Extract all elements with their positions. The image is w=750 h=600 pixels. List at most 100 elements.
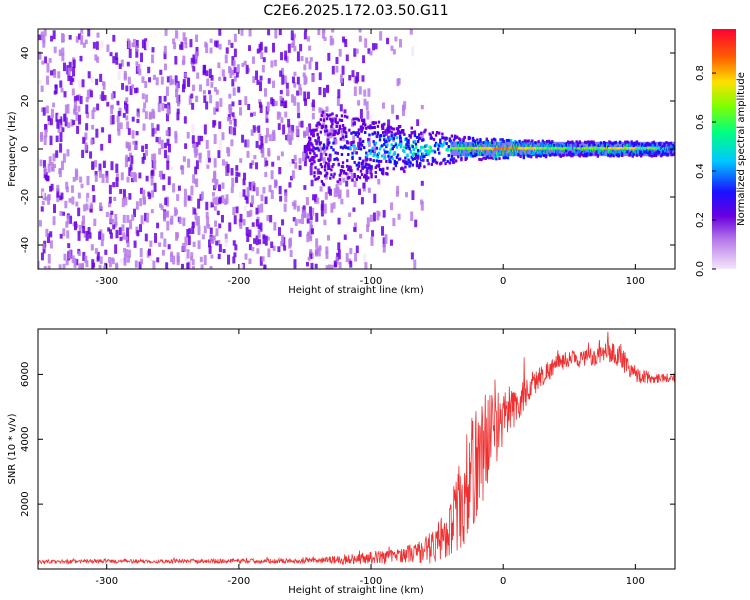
carrier-core — [459, 147, 462, 150]
noise-speck — [229, 119, 233, 125]
signal-cell — [383, 148, 386, 152]
signal-cell — [431, 131, 435, 135]
signal-cell — [434, 133, 438, 137]
signal-cell — [430, 136, 434, 140]
carrier-core — [649, 147, 651, 150]
signal-cell — [357, 164, 361, 168]
noise-speck — [83, 230, 87, 238]
noise-speck — [278, 29, 282, 36]
snr-ytick-label: 4000 — [20, 427, 31, 452]
noise-speck — [413, 259, 417, 269]
signal-cell — [339, 171, 343, 175]
signal-cell — [357, 132, 361, 136]
noise-speck — [410, 211, 414, 222]
noise-speck — [59, 116, 63, 121]
signal-cell — [325, 171, 329, 175]
noise-speck — [213, 206, 217, 211]
noise-speck — [220, 214, 224, 223]
noise-speck — [271, 99, 275, 107]
signal-cell — [398, 136, 402, 140]
noise-speck — [64, 104, 68, 114]
noise-speck — [314, 263, 318, 269]
noise-speck — [296, 205, 300, 212]
noise-speck — [255, 219, 259, 227]
signal-cell — [379, 159, 383, 163]
noise-speck — [193, 143, 197, 154]
signal-cell — [314, 166, 317, 170]
noise-speck — [141, 76, 145, 83]
noise-speck — [43, 135, 47, 146]
noise-speck — [131, 130, 135, 139]
noise-speck — [108, 261, 112, 268]
noise-speck — [40, 252, 44, 261]
carrier-core — [484, 147, 486, 150]
signal-cell — [361, 166, 365, 170]
signal-cell — [411, 157, 414, 161]
signal-cell — [329, 113, 332, 117]
signal-cell — [429, 146, 432, 150]
noise-speck — [336, 96, 340, 106]
signal-cell — [409, 150, 412, 154]
noise-speck — [160, 232, 164, 239]
signal-cell — [350, 131, 353, 135]
noise-speck — [250, 202, 254, 208]
signal-cell — [405, 143, 408, 147]
noise-speck — [293, 46, 297, 52]
signal-cell — [405, 146, 408, 150]
noise-speck — [304, 29, 308, 32]
noise-speck — [348, 75, 352, 81]
signal-cell — [318, 158, 321, 162]
noise-speck — [258, 239, 262, 245]
noise-speck — [318, 107, 322, 113]
signal-cell — [435, 130, 439, 134]
noise-speck — [136, 108, 140, 116]
carrier-core — [567, 147, 569, 150]
noise-speck — [142, 152, 146, 160]
noise-speck — [233, 75, 237, 82]
noise-speck — [221, 132, 225, 141]
noise-speck — [235, 171, 239, 177]
noise-speck — [105, 170, 109, 178]
noise-speck — [242, 178, 246, 186]
signal-cell — [315, 154, 318, 158]
noise-speck — [231, 112, 235, 117]
signal-cell — [460, 158, 463, 162]
carrier-core — [505, 147, 507, 150]
noise-speck — [381, 226, 385, 236]
carrier-core — [565, 147, 567, 150]
signal-cell — [330, 173, 333, 177]
noise-speck — [339, 74, 343, 84]
noise-speck — [89, 90, 93, 98]
noise-speck — [241, 262, 245, 269]
signal-cell — [379, 133, 383, 137]
signal-cell — [527, 139, 531, 143]
noise-speck — [125, 154, 129, 161]
noise-speck — [56, 119, 60, 129]
noise-speck — [104, 249, 108, 255]
carrier-core — [522, 147, 524, 150]
signal-cell — [394, 132, 398, 136]
signal-cell — [312, 134, 315, 138]
noise-speck — [162, 185, 166, 191]
noise-speck — [298, 121, 302, 128]
signal-cell — [433, 144, 437, 148]
noise-speck — [186, 249, 190, 259]
noise-speck — [420, 201, 424, 211]
noise-speck — [187, 158, 191, 168]
carrier-core — [634, 147, 636, 150]
noise-speck — [290, 42, 294, 48]
noise-speck — [245, 64, 249, 74]
signal-cell — [389, 136, 392, 140]
noise-speck — [45, 105, 49, 114]
noise-speck — [255, 235, 259, 246]
carrier-core — [506, 147, 508, 150]
signal-cell — [368, 166, 371, 170]
carrier-core — [452, 147, 454, 150]
noise-speck — [306, 91, 310, 100]
noise-speck — [105, 211, 109, 217]
noise-speck — [86, 192, 90, 203]
noise-speck — [221, 69, 225, 77]
noise-speck — [155, 77, 159, 86]
noise-speck — [119, 189, 123, 194]
noise-speck — [258, 43, 262, 53]
